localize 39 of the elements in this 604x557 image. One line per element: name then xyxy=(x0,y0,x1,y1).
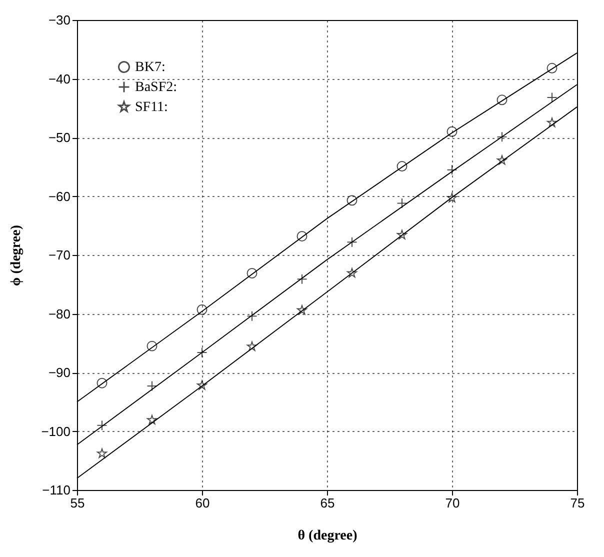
point xyxy=(196,380,208,390)
point xyxy=(296,230,308,242)
y-tick-label: −90 xyxy=(48,365,70,380)
point xyxy=(96,448,108,458)
x-axis-title: θ (degree) xyxy=(298,528,358,544)
legend-label: SF11: xyxy=(135,100,168,115)
point xyxy=(146,414,158,424)
point xyxy=(496,155,508,165)
y-tick-label: −40 xyxy=(48,71,70,86)
point xyxy=(346,268,358,278)
x-tick-label: 65 xyxy=(320,496,335,510)
x-tick-label: 75 xyxy=(570,496,585,510)
point xyxy=(246,268,258,278)
x-tick-label: 55 xyxy=(70,496,85,510)
point xyxy=(196,304,208,315)
point xyxy=(396,161,408,172)
point xyxy=(296,304,308,315)
legend-label: BaSF2: xyxy=(135,80,178,95)
y-tick-label: −70 xyxy=(48,248,70,262)
point xyxy=(546,118,558,128)
point xyxy=(146,340,158,352)
point xyxy=(496,94,508,106)
y-tick-label: −80 xyxy=(48,306,70,322)
y-tick-label: −110 xyxy=(42,482,70,498)
point xyxy=(446,192,458,202)
point xyxy=(96,378,108,388)
y-tick-label: −50 xyxy=(48,130,70,145)
point xyxy=(346,195,358,206)
legend-label: BK7: xyxy=(135,60,166,75)
x-tick-label: 70 xyxy=(445,496,460,510)
y-tick-label: −60 xyxy=(48,188,70,204)
y-tick-label: −100 xyxy=(41,424,70,439)
point xyxy=(446,126,458,137)
y-axis-title: ϕ (degree) xyxy=(9,224,24,286)
y-tick-label: −30 xyxy=(48,12,70,28)
point xyxy=(246,341,258,351)
x-tick-label: 60 xyxy=(195,496,210,510)
point xyxy=(396,230,408,240)
point xyxy=(546,62,558,74)
